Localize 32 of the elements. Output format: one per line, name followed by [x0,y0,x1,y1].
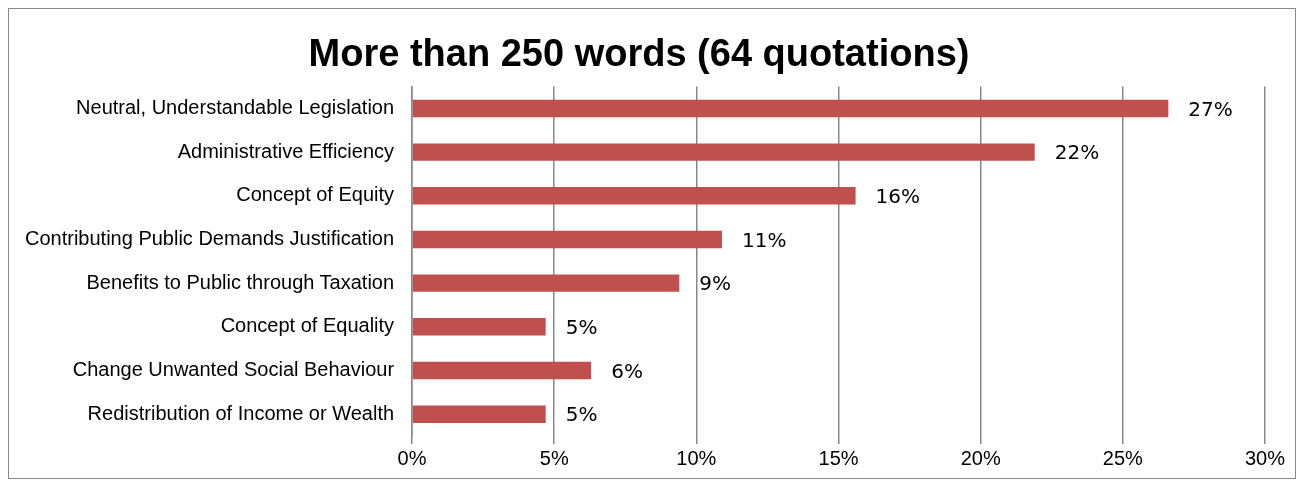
data-label: 16% [875,183,921,208]
y-tick-label: Contributing Public Demands Justification [24,226,395,249]
bar [412,361,592,380]
x-tick-label: 20% [960,446,1001,469]
data-label: 11% [741,227,787,252]
bar [412,318,546,336]
data-label: 5% [565,402,598,427]
data-label: 22% [1054,140,1100,165]
x-tick-label: 0% [397,446,427,469]
bar [412,143,1035,161]
y-tick-label: Concept of Equity [236,183,395,206]
bar [412,99,1169,118]
y-tick-label: Neutral, Understandable Legislation [76,95,395,118]
bar [412,187,856,205]
x-tick-label: 5% [539,446,569,469]
y-tick-label: Administrative Efficiency [177,139,395,162]
data-label: 5% [565,315,598,340]
data-label: 9% [699,271,732,296]
x-tick-label: 30% [1244,446,1286,469]
x-tick-label: 15% [818,446,859,469]
data-label: 6% [611,358,643,383]
data-label: 27% [1188,96,1233,121]
bar [412,274,680,292]
bar [412,230,722,249]
y-tick-label: Change Unwanted Social Behaviour [72,358,395,380]
bar [412,405,546,423]
chart-title: More than 250 words (64 quotations) [308,32,970,75]
y-tick-label: Redistribution of Income or Wealth [87,401,395,424]
x-tick-label: 25% [1102,446,1144,469]
y-tick-label: Benefits to Public through Taxation [86,270,395,293]
x-tick-label: 10% [676,446,717,469]
y-tick-label: Concept of Equality [220,314,395,337]
